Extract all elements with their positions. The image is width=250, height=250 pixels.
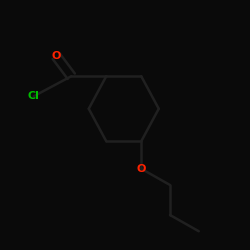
Text: O: O — [136, 164, 146, 174]
Text: O: O — [52, 51, 61, 61]
Text: Cl: Cl — [28, 91, 40, 101]
